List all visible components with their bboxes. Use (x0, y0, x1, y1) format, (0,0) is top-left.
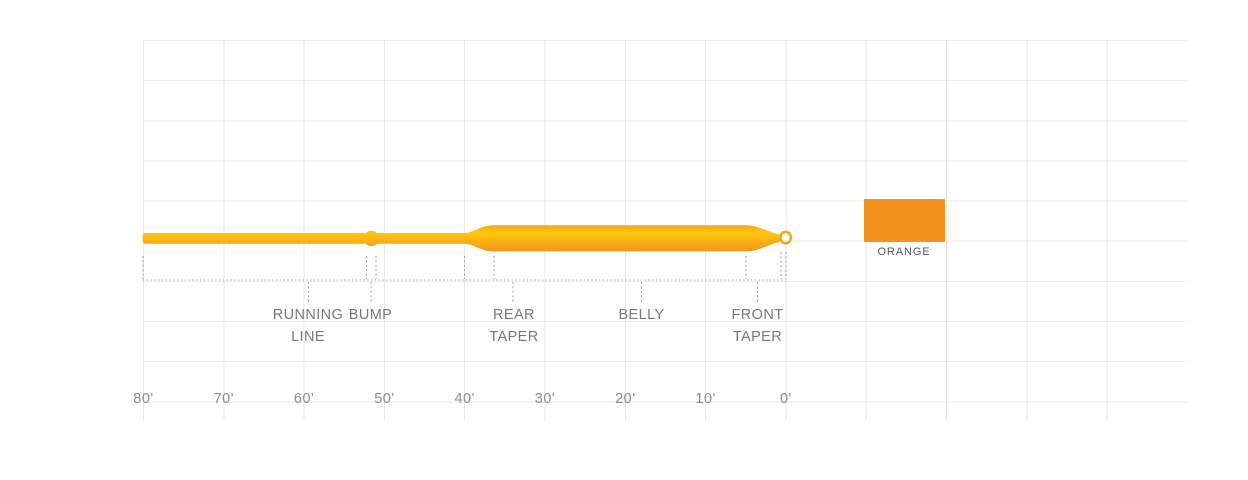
ruler-tick-30: 30' (534, 391, 556, 407)
section-label-bump: BUMP (349, 305, 393, 327)
section-label-front-taper: FRONT TAPER (732, 305, 784, 348)
section-label-running-line: RUNNING LINE (273, 305, 343, 348)
section-label-line1: BELLY (618, 307, 665, 323)
welded-loop (779, 230, 793, 245)
line-body (142, 225, 781, 252)
section-label-belly: BELLY (618, 305, 664, 327)
section-label-line1: BUMP (348, 307, 393, 323)
guide-lines (142, 252, 787, 302)
feature-boundary-markers (142, 252, 787, 279)
ruler-tick-40: 40' (454, 391, 475, 407)
ruler-tick-50: 50' (374, 391, 395, 407)
color-swatch-label: ORANGE (877, 246, 931, 258)
ruler-tick-70: 70' (213, 391, 234, 407)
section-label-line1: FRONT (731, 307, 784, 323)
section-label-line2: TAPER (732, 328, 783, 345)
ruler-tick-80: 80' (133, 391, 154, 407)
section-label-line2: TAPER (489, 328, 539, 345)
color-swatch (864, 199, 945, 242)
ruler-tick-0: 0' (779, 391, 792, 407)
section-label-line2: LINE (291, 328, 325, 345)
section-label-line1: REAR (493, 307, 535, 323)
ruler-tick-60: 60' (293, 391, 315, 407)
section-label-line1: RUNNING (272, 307, 344, 323)
section-label-rear-taper: REAR TAPER (489, 305, 538, 348)
ruler-tick-20: 20' (615, 391, 636, 407)
label-connectors (308, 282, 758, 302)
ruler-tick-10: 10' (695, 391, 716, 407)
